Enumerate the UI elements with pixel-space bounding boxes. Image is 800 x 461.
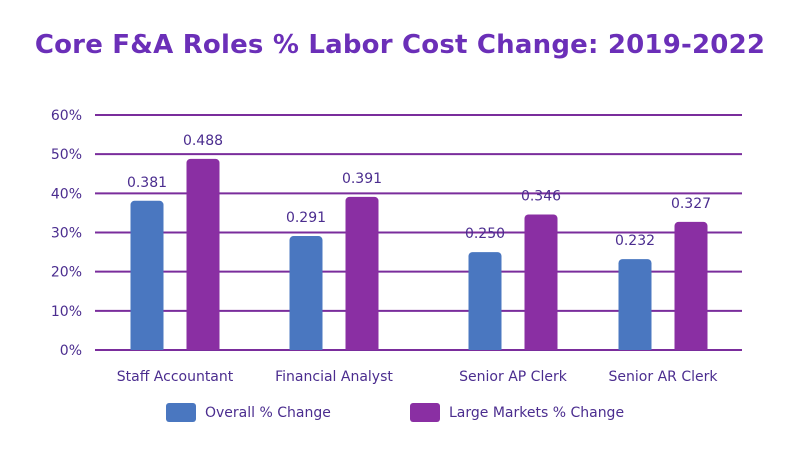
bar-large-markets (345, 196, 379, 350)
bar-overall (289, 236, 323, 350)
x-category-label: Financial Analyst (275, 369, 393, 385)
bar-large-markets (674, 221, 708, 350)
bar-base (468, 345, 502, 350)
data-label: 0.250 (465, 226, 505, 242)
bars (130, 158, 708, 350)
data-labels: 0.381 0.488 0.291 0.391 0.250 0.346 0.232 0.327 (127, 133, 711, 249)
bar-base (674, 345, 708, 350)
data-label: 0.346 (521, 188, 561, 204)
legend-swatch-large-markets (410, 403, 440, 422)
y-tick-label: 20% (51, 265, 82, 281)
x-category-label: Senior AP Clerk (459, 369, 568, 385)
y-tick-label: 30% (51, 226, 82, 242)
data-label: 0.232 (615, 233, 655, 249)
y-tick-label: 40% (51, 186, 82, 202)
bar-base (524, 345, 558, 350)
x-category-label: Senior AR Clerk (609, 369, 719, 385)
legend-swatch-overall (166, 403, 196, 422)
chart-title: Core F&A Roles % Labor Cost Change: 2019… (34, 30, 766, 60)
data-label: 0.381 (127, 175, 167, 191)
bar-large-markets (524, 214, 558, 350)
legend-item-overall: Overall % Change (166, 403, 331, 422)
x-axis-category-labels: Staff Accountant Financial Analyst Senior … (117, 369, 719, 385)
bar-overall (618, 259, 652, 350)
data-label: 0.391 (342, 171, 382, 187)
data-label: 0.488 (183, 133, 223, 149)
bar-base (289, 345, 323, 350)
bar-base (130, 345, 164, 350)
y-tick-label: 10% (51, 304, 82, 320)
legend-item-large-markets: Large Markets % Change (410, 403, 624, 422)
y-tick-label: 60% (51, 108, 82, 124)
x-category-label: Staff Accountant (117, 369, 234, 385)
bar-base (186, 345, 220, 350)
data-label: 0.291 (286, 210, 326, 226)
bar-overall (130, 200, 164, 350)
data-label: 0.327 (671, 196, 711, 212)
bar-large-markets (186, 158, 220, 350)
y-tick-label: 50% (51, 147, 82, 163)
legend-label-overall: Overall % Change (205, 404, 331, 421)
bar-base (618, 345, 652, 350)
legend-label-large-markets: Large Markets % Change (449, 404, 625, 421)
y-tick-label: 0% (60, 343, 82, 359)
y-axis-tick-labels: 0% 10% 20% 30% 40% 50% 60% (51, 108, 82, 359)
bar-overall (468, 252, 502, 350)
bar-base (345, 345, 379, 350)
